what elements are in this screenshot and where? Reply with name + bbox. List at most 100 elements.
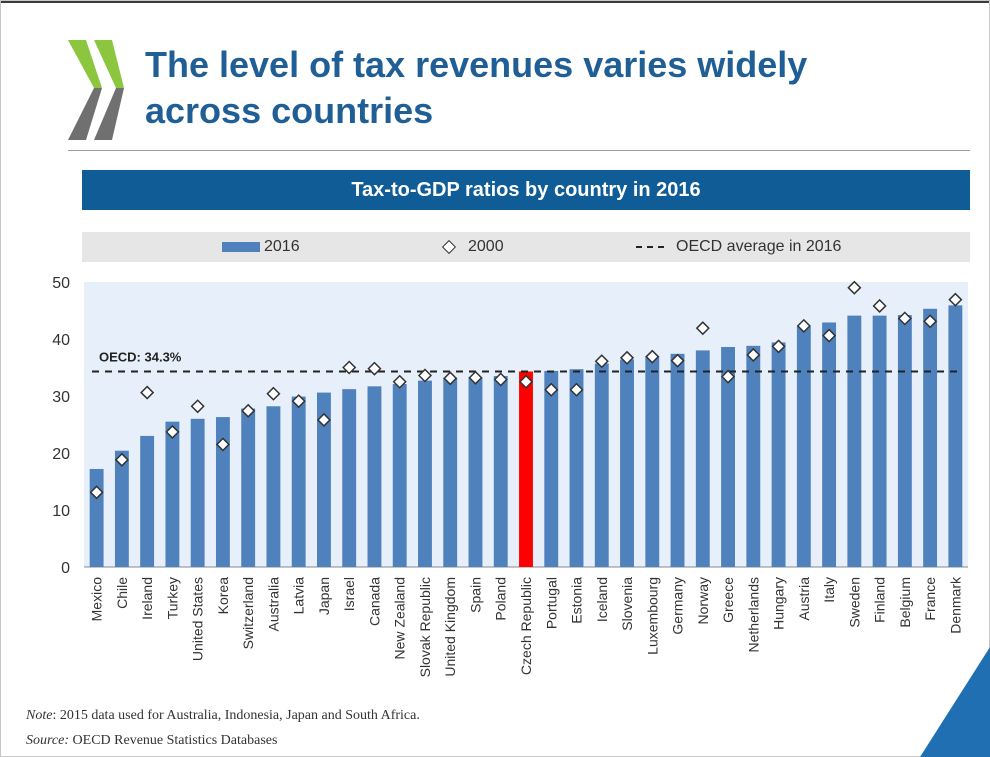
x-tick-label: Austria xyxy=(796,577,812,621)
x-tick-label: Czech Republic xyxy=(518,577,534,675)
x-tick-label: Latvia xyxy=(291,577,307,615)
logo-grey-chevron-left xyxy=(68,88,102,140)
marker-2000 xyxy=(215,437,230,452)
bar xyxy=(771,342,786,567)
slide-title: The level of tax revenues varies widely … xyxy=(145,42,945,134)
bar xyxy=(468,377,483,567)
x-tick-label: Canada xyxy=(366,577,382,626)
bar xyxy=(645,356,660,567)
footnote-note: Note: 2015 data used for Australia, Indo… xyxy=(26,708,420,724)
oecd-average-label: OECD: 34.3% xyxy=(99,349,182,364)
footnote-source: Source: OECD Revenue Statistics Database… xyxy=(26,733,277,749)
bar xyxy=(948,305,963,567)
x-tick-label: Luxembourg xyxy=(644,577,660,655)
x-tick-label: Hungary xyxy=(771,577,787,630)
bar xyxy=(670,353,685,567)
bar xyxy=(392,384,407,567)
marker-2000 xyxy=(594,354,609,369)
corner-triangle xyxy=(920,647,990,757)
chart-title: Tax-to-GDP ratios by country in 2016 xyxy=(82,170,970,210)
marker-2000 xyxy=(619,350,635,365)
x-tick-label: Estonia xyxy=(569,577,585,624)
marker-2000 xyxy=(645,349,660,364)
marker-2000 xyxy=(796,318,811,333)
marker-2000 xyxy=(291,394,306,409)
marker-2000 xyxy=(114,452,129,467)
x-tick-label: Korea xyxy=(215,577,231,615)
x-tick-label: Denmark xyxy=(947,576,963,634)
marker-2000 xyxy=(923,314,938,329)
marker-2000 xyxy=(897,311,912,326)
bar xyxy=(241,408,256,567)
bar xyxy=(872,315,887,567)
bar xyxy=(291,396,306,567)
bar xyxy=(923,308,938,567)
bar xyxy=(594,363,609,567)
x-tick-label: Germany xyxy=(670,577,686,635)
bar xyxy=(796,326,811,567)
logo-green-chevron-right xyxy=(94,40,124,88)
bar xyxy=(519,371,533,567)
x-tick-label: Israel xyxy=(341,577,357,611)
bar xyxy=(342,389,357,567)
bar xyxy=(165,421,180,567)
legend-bar-swatch xyxy=(222,242,260,252)
bar xyxy=(569,369,584,567)
x-tick-label: United Kingdom xyxy=(442,577,458,677)
x-tick-label: Netherlands xyxy=(745,577,761,653)
x-tick-label: Japan xyxy=(316,577,332,615)
bar xyxy=(620,359,634,567)
marker-2000 xyxy=(544,382,559,397)
marker-2000 xyxy=(190,399,205,414)
x-tick-label: New Zealand xyxy=(392,577,408,660)
x-tick-label: Portugal xyxy=(543,577,559,629)
x-tick-label: Italy xyxy=(821,577,837,603)
marker-2000 xyxy=(822,328,837,343)
bar xyxy=(140,435,155,567)
marker-2000 xyxy=(746,347,761,363)
oecd-logo-icon xyxy=(68,40,124,140)
x-tick-label: Belgium xyxy=(897,577,913,628)
bar xyxy=(822,322,837,567)
y-tick-label: 50 xyxy=(52,275,70,292)
marker-2000 xyxy=(720,369,736,384)
marker-2000 xyxy=(468,370,483,385)
x-tick-label: Norway xyxy=(695,577,711,624)
x-tick-label: Iceland xyxy=(594,577,610,622)
marker-2000 xyxy=(518,374,534,389)
bar xyxy=(544,370,559,567)
logo-green-chevron-left xyxy=(68,40,102,88)
x-tick-label: Spain xyxy=(467,577,483,613)
bar xyxy=(215,417,230,567)
y-tick-label: 30 xyxy=(52,389,70,406)
x-tick-label: Poland xyxy=(493,577,509,621)
bar xyxy=(493,376,508,567)
bar xyxy=(266,406,281,567)
bar xyxy=(897,315,912,567)
marker-2000 xyxy=(367,361,382,376)
x-tick-label: Switzerland xyxy=(240,577,256,649)
corner-decoration xyxy=(920,647,990,757)
legend-label-2000: 2000 xyxy=(468,238,504,255)
marker-2000 xyxy=(872,298,887,314)
x-tick-label: Finland xyxy=(872,577,888,623)
bar xyxy=(746,345,761,567)
marker-2000 xyxy=(342,360,357,375)
bar xyxy=(695,350,710,567)
y-tick-label: 10 xyxy=(52,503,70,520)
marker-2000 xyxy=(392,374,407,389)
slide-title-line1: The level of tax revenues varies widely xyxy=(145,44,808,85)
x-tick-label: Ireland xyxy=(139,577,155,620)
marker-2000 xyxy=(771,339,786,354)
top-border xyxy=(0,0,990,3)
logo-grey-chevron-right xyxy=(94,88,124,140)
note-label: Note xyxy=(26,708,53,723)
marker-2000 xyxy=(140,385,155,400)
marker-2000 xyxy=(165,424,180,439)
legend-label-oecd-average: OECD average in 2016 xyxy=(676,238,842,255)
marker-2000 xyxy=(443,371,458,386)
x-tick-label: Mexico xyxy=(89,577,105,622)
x-tick-label: France xyxy=(922,577,938,621)
marker-2000 xyxy=(266,386,281,401)
